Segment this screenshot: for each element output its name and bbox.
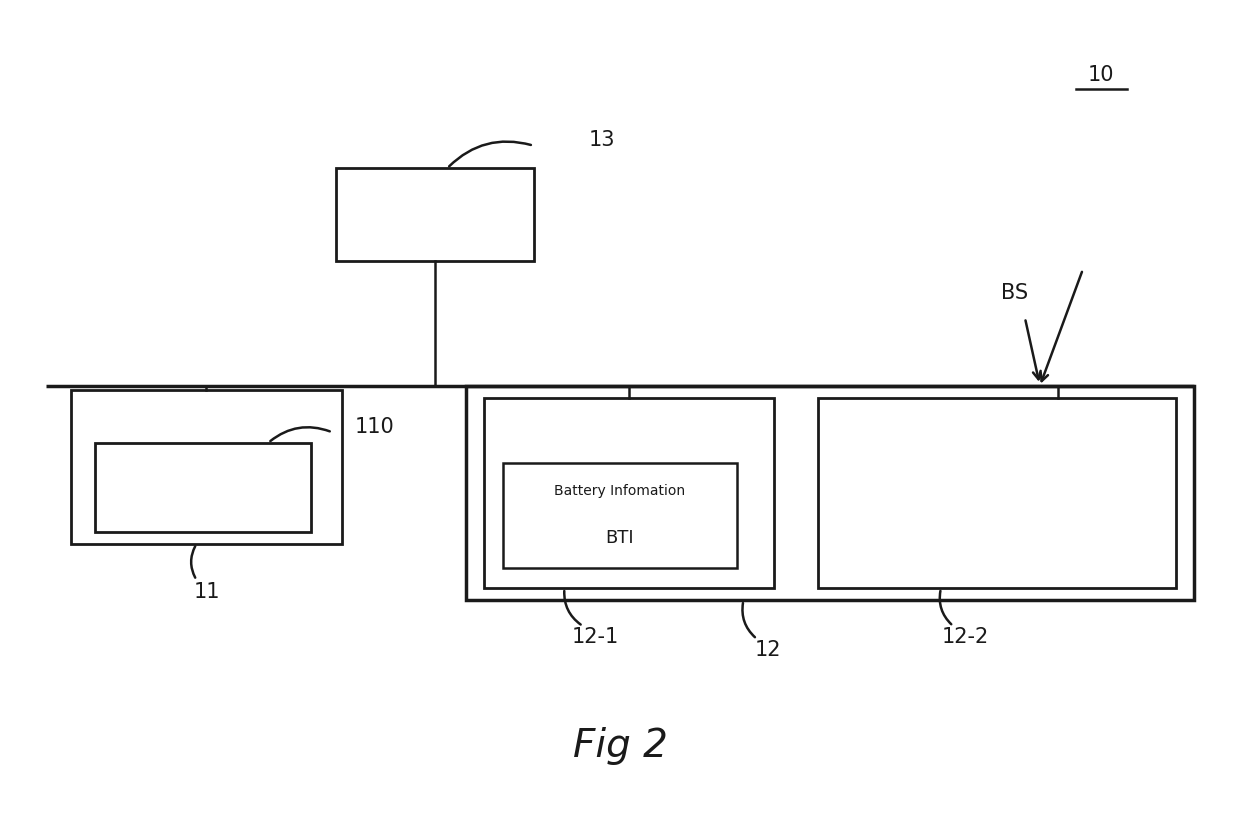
Bar <box>484 398 774 588</box>
Bar <box>817 398 1176 588</box>
Text: 12-2: 12-2 <box>942 627 990 646</box>
Bar <box>466 386 1194 600</box>
Bar <box>95 443 311 532</box>
Text: 13: 13 <box>589 130 615 150</box>
Text: 11: 11 <box>193 582 219 602</box>
Text: BS: BS <box>1002 284 1029 303</box>
Bar <box>336 168 533 261</box>
Text: 12: 12 <box>755 641 781 660</box>
Bar <box>71 390 342 544</box>
Text: BTI: BTI <box>605 529 635 547</box>
Text: 10: 10 <box>1089 66 1115 85</box>
Text: 110: 110 <box>355 417 394 437</box>
Text: 12-1: 12-1 <box>572 627 619 646</box>
Text: Fig 2: Fig 2 <box>573 727 667 765</box>
Bar <box>502 463 738 568</box>
Text: Battery Infomation: Battery Infomation <box>554 485 686 498</box>
